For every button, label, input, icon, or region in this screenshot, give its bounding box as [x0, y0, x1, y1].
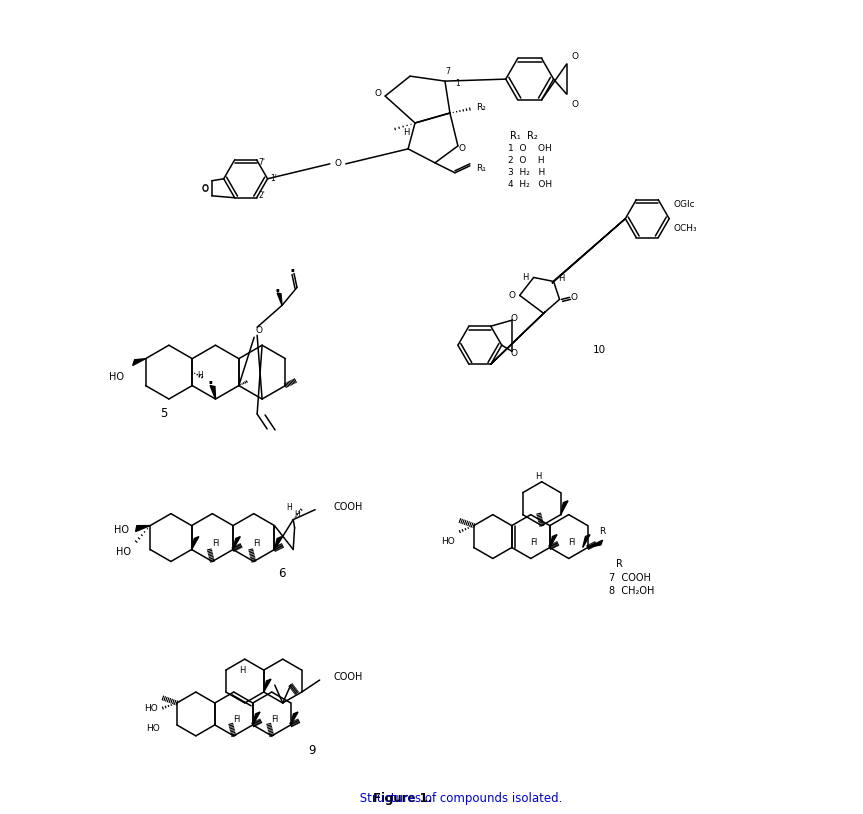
Polygon shape — [277, 293, 282, 305]
Text: ▪: ▪ — [275, 287, 279, 292]
Text: HO: HO — [441, 537, 455, 546]
Text: H̄: H̄ — [569, 538, 575, 547]
Text: HO: HO — [146, 724, 160, 733]
Text: H̄: H̄ — [272, 716, 278, 724]
Polygon shape — [253, 712, 260, 725]
Polygon shape — [552, 219, 626, 283]
Text: 5: 5 — [161, 408, 167, 421]
Polygon shape — [233, 536, 240, 549]
Text: Structures of compounds isolated.: Structures of compounds isolated. — [356, 792, 562, 805]
Text: O: O — [255, 326, 262, 335]
Text: R₂: R₂ — [476, 103, 486, 112]
Polygon shape — [264, 679, 271, 692]
Text: 7  COOH: 7 COOH — [608, 573, 651, 584]
Text: O: O — [458, 144, 465, 153]
Text: R₁: R₁ — [476, 164, 486, 173]
Text: OGlc: OGlc — [673, 200, 695, 209]
Text: 4  H₂   OH: 4 H₂ OH — [507, 180, 551, 190]
Polygon shape — [274, 536, 281, 549]
Text: O: O — [510, 348, 517, 357]
Text: H: H — [536, 472, 542, 481]
Text: O: O — [510, 313, 517, 323]
Text: 8  CH₂OH: 8 CH₂OH — [608, 586, 654, 597]
Polygon shape — [291, 712, 298, 725]
Text: O: O — [571, 99, 578, 108]
Polygon shape — [133, 359, 146, 365]
Text: 1  O    OH: 1 O OH — [507, 144, 551, 153]
Polygon shape — [561, 501, 568, 514]
Text: ▪: ▪ — [209, 379, 212, 383]
Text: COOH: COOH — [333, 501, 362, 512]
Text: R: R — [599, 527, 605, 536]
Text: H: H — [558, 274, 564, 283]
Polygon shape — [491, 312, 545, 364]
Text: H̄: H̄ — [531, 538, 537, 547]
Text: H: H — [403, 129, 409, 138]
Text: COOH: COOH — [334, 672, 363, 682]
Polygon shape — [192, 536, 198, 549]
Text: HO: HO — [144, 704, 158, 713]
Text: HO: HO — [114, 524, 129, 535]
Text: H̄: H̄ — [254, 539, 260, 548]
Polygon shape — [583, 535, 590, 548]
Text: 10: 10 — [593, 345, 606, 355]
Text: O: O — [508, 291, 515, 300]
Text: 3  H₂   H: 3 H₂ H — [507, 168, 545, 177]
Text: 1': 1' — [270, 174, 277, 183]
Text: 9: 9 — [308, 744, 315, 757]
Text: R₁  R₂: R₁ R₂ — [510, 131, 538, 141]
Text: H̄: H̄ — [212, 539, 218, 548]
Text: H̄: H̄ — [234, 716, 240, 724]
Text: O: O — [334, 160, 342, 168]
Text: 6: 6 — [278, 567, 286, 580]
Text: H: H — [198, 370, 203, 379]
Text: OCH₃: OCH₃ — [673, 224, 696, 233]
Text: H: H — [287, 503, 292, 512]
Text: 2  O    H: 2 O H — [507, 156, 545, 165]
Text: 7: 7 — [445, 67, 450, 76]
Text: H: H — [240, 666, 246, 675]
Text: 1: 1 — [456, 79, 460, 88]
Text: R: R — [615, 559, 622, 570]
Polygon shape — [210, 386, 216, 399]
Text: O: O — [571, 52, 578, 61]
Text: H: H — [294, 510, 300, 519]
Polygon shape — [550, 535, 557, 548]
Text: O: O — [201, 184, 208, 193]
Text: H: H — [522, 273, 529, 282]
Text: HO: HO — [116, 546, 131, 557]
Text: O: O — [570, 293, 577, 302]
Polygon shape — [135, 526, 150, 532]
Polygon shape — [588, 540, 602, 548]
Text: HO: HO — [109, 372, 124, 382]
Text: Figure 1.: Figure 1. — [374, 792, 432, 805]
Text: O: O — [201, 186, 208, 195]
Text: ▪: ▪ — [290, 267, 294, 272]
Text: O: O — [375, 89, 381, 98]
Text: 7': 7' — [258, 158, 265, 168]
Text: 2': 2' — [258, 191, 265, 200]
